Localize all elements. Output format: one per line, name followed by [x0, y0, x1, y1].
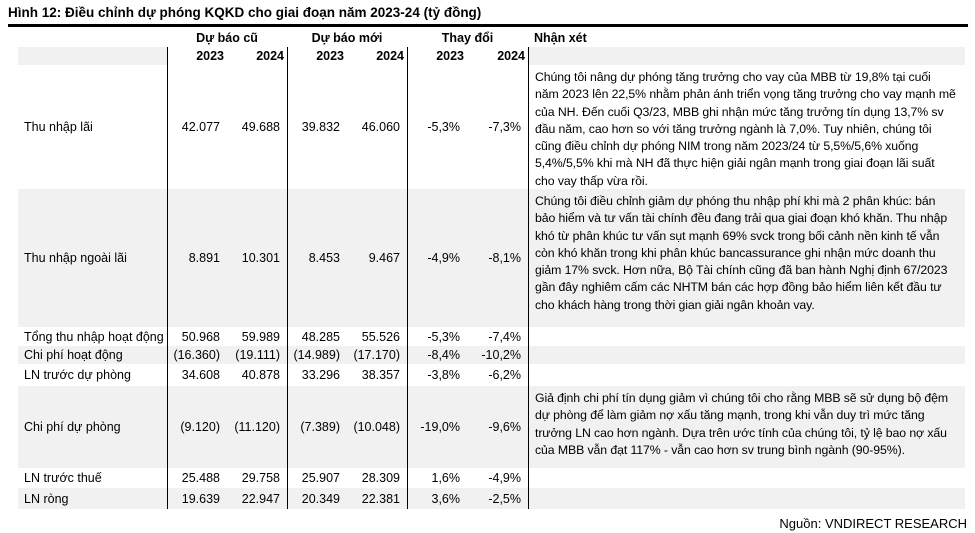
source-note: Nguồn: VNDIRECT RESEARCH: [779, 516, 967, 531]
row-label: LN ròng: [24, 491, 69, 506]
header-group-new-forecast: Dự báo mới: [311, 31, 383, 45]
cell-new-2024: 28.309: [361, 471, 400, 485]
cell-chg-2023: -19,0%: [407, 386, 467, 468]
table-row-pre-provision-profit: LN trước dự phòng 34.608 40.878 33.296 3…: [18, 364, 965, 386]
cell-old-2023: 34.608: [167, 364, 227, 386]
table-body: Thu nhập lãi 42.077 49.688 39.832 46.060…: [18, 65, 965, 509]
header-year-chg-2023: 2023: [407, 47, 467, 65]
table-row-pre-tax-profit: LN trước thuế 25.488 29.758 25.907 28.30…: [18, 468, 965, 488]
cell-chg-2024: -7,3%: [488, 120, 521, 134]
cell-old-2023: 25.488: [167, 468, 227, 488]
cell-new-2024: (10.048): [353, 420, 400, 434]
row-comment: Chúng tôi nâng dự phóng tăng trưởng cho …: [528, 65, 965, 189]
header-group-change: Thay đổi: [441, 31, 494, 45]
table-header-years: 2023 2024 2023 2024 2023 2024: [18, 47, 965, 65]
row-label: LN trước dự phòng: [24, 368, 131, 382]
cell-new-2023: 39.832: [287, 65, 347, 189]
header-year-old-2024: 2024: [256, 49, 284, 63]
cell-new-2024: 55.526: [361, 329, 400, 344]
cell-old-2024: 40.878: [241, 368, 280, 382]
row-label: LN trước thuế: [24, 471, 102, 485]
header-year-old-2023: 2023: [167, 47, 227, 65]
row-label: Chi phí dự phòng: [24, 420, 121, 434]
cell-old-2024: (11.120): [234, 420, 280, 434]
cell-old-2023: 8.891: [167, 189, 227, 327]
row-comment: Giả định chi phí tín dụng giảm vì chúng …: [528, 386, 965, 468]
row-comment: [528, 364, 965, 386]
header-group-old-forecast: Dự báo cũ: [196, 31, 258, 45]
cell-new-2023: 8.453: [287, 189, 347, 327]
cell-new-2024: 9.467: [368, 251, 400, 265]
cell-chg-2023: -5,3%: [407, 65, 467, 189]
cell-old-2024: 49.688: [241, 120, 280, 134]
table-header-groups: Dự báo cũ Dự báo mới Thay đổi Nhận xét: [18, 29, 965, 47]
table-row-total-operating-income: Tổng thu nhập hoạt động 50.968 59.989 48…: [18, 327, 965, 346]
row-comment: [528, 488, 965, 509]
cell-new-2023: 20.349: [287, 488, 347, 509]
cell-old-2024: 22.947: [241, 491, 280, 506]
cell-new-2023: 33.296: [287, 364, 347, 386]
header-label-cell: [18, 47, 167, 65]
table-row-operating-expenses: Chi phí hoạt động (16.360) (19.111) (14.…: [18, 346, 965, 364]
header-comment: Nhận xét: [534, 31, 587, 45]
cell-new-2024: (17.170): [353, 348, 400, 362]
cell-old-2023: (9.120): [167, 386, 227, 468]
cell-old-2024: 59.989: [241, 329, 280, 344]
forecast-table: Dự báo cũ Dự báo mới Thay đổi Nhận xét 2…: [18, 29, 965, 509]
cell-new-2023: (7.389): [287, 386, 347, 468]
cell-chg-2024: -10,2%: [481, 348, 521, 362]
row-comment: [528, 468, 965, 488]
cell-chg-2023: -3,8%: [407, 364, 467, 386]
cell-new-2024: 22.381: [361, 491, 400, 506]
header-year-chg-2024: 2024: [497, 49, 525, 63]
row-comment: [528, 327, 965, 346]
table-row-provision-expenses: Chi phí dự phòng (9.120) (11.120) (7.389…: [18, 386, 965, 468]
cell-new-2023: 25.907: [287, 468, 347, 488]
cell-chg-2023: -4,9%: [407, 189, 467, 327]
table-row-net-profit: LN ròng 19.639 22.947 20.349 22.381 3,6%…: [18, 488, 965, 509]
header-comment-cell: [528, 47, 965, 65]
cell-new-2023: 48.285: [287, 327, 347, 346]
row-label: Thu nhập lãi: [24, 120, 93, 134]
cell-old-2024: 29.758: [241, 471, 280, 485]
row-label: Tổng thu nhập hoạt động: [24, 329, 164, 344]
cell-chg-2024: -6,2%: [488, 368, 521, 382]
header-year-new-2023: 2023: [287, 47, 347, 65]
row-comment: Chúng tôi điều chỉnh giảm dự phóng thu n…: [528, 189, 965, 327]
cell-old-2024: 10.301: [241, 251, 280, 265]
cell-chg-2024: -7,4%: [488, 329, 521, 344]
table-row-interest-income: Thu nhập lãi 42.077 49.688 39.832 46.060…: [18, 65, 965, 189]
cell-old-2023: 19.639: [167, 488, 227, 509]
cell-new-2023: (14.989): [287, 346, 347, 364]
row-label: Thu nhập ngoài lãi: [24, 251, 127, 265]
cell-old-2023: 42.077: [167, 65, 227, 189]
table-row-non-interest-income: Thu nhập ngoài lãi 8.891 10.301 8.453 9.…: [18, 189, 965, 327]
cell-chg-2024: -9,6%: [488, 420, 521, 434]
title-rule: [8, 24, 968, 27]
cell-chg-2023: 3,6%: [407, 488, 467, 509]
header-year-new-2024: 2024: [376, 49, 404, 63]
row-comment: [528, 346, 965, 364]
cell-old-2023: (16.360): [167, 346, 227, 364]
cell-chg-2023: -5,3%: [407, 327, 467, 346]
cell-chg-2023: -8,4%: [407, 346, 467, 364]
cell-new-2024: 38.357: [361, 368, 400, 382]
cell-old-2024: (19.111): [235, 348, 280, 362]
cell-new-2024: 46.060: [361, 120, 400, 134]
cell-chg-2024: -2,5%: [488, 491, 521, 506]
cell-old-2023: 50.968: [167, 327, 227, 346]
page-title: Hình 12: Điều chỉnh dự phóng KQKD cho gi…: [8, 5, 482, 20]
cell-chg-2024: -4,9%: [488, 471, 521, 485]
cell-chg-2023: 1,6%: [407, 468, 467, 488]
cell-chg-2024: -8,1%: [488, 251, 521, 265]
row-label: Chi phí hoạt động: [24, 348, 123, 362]
